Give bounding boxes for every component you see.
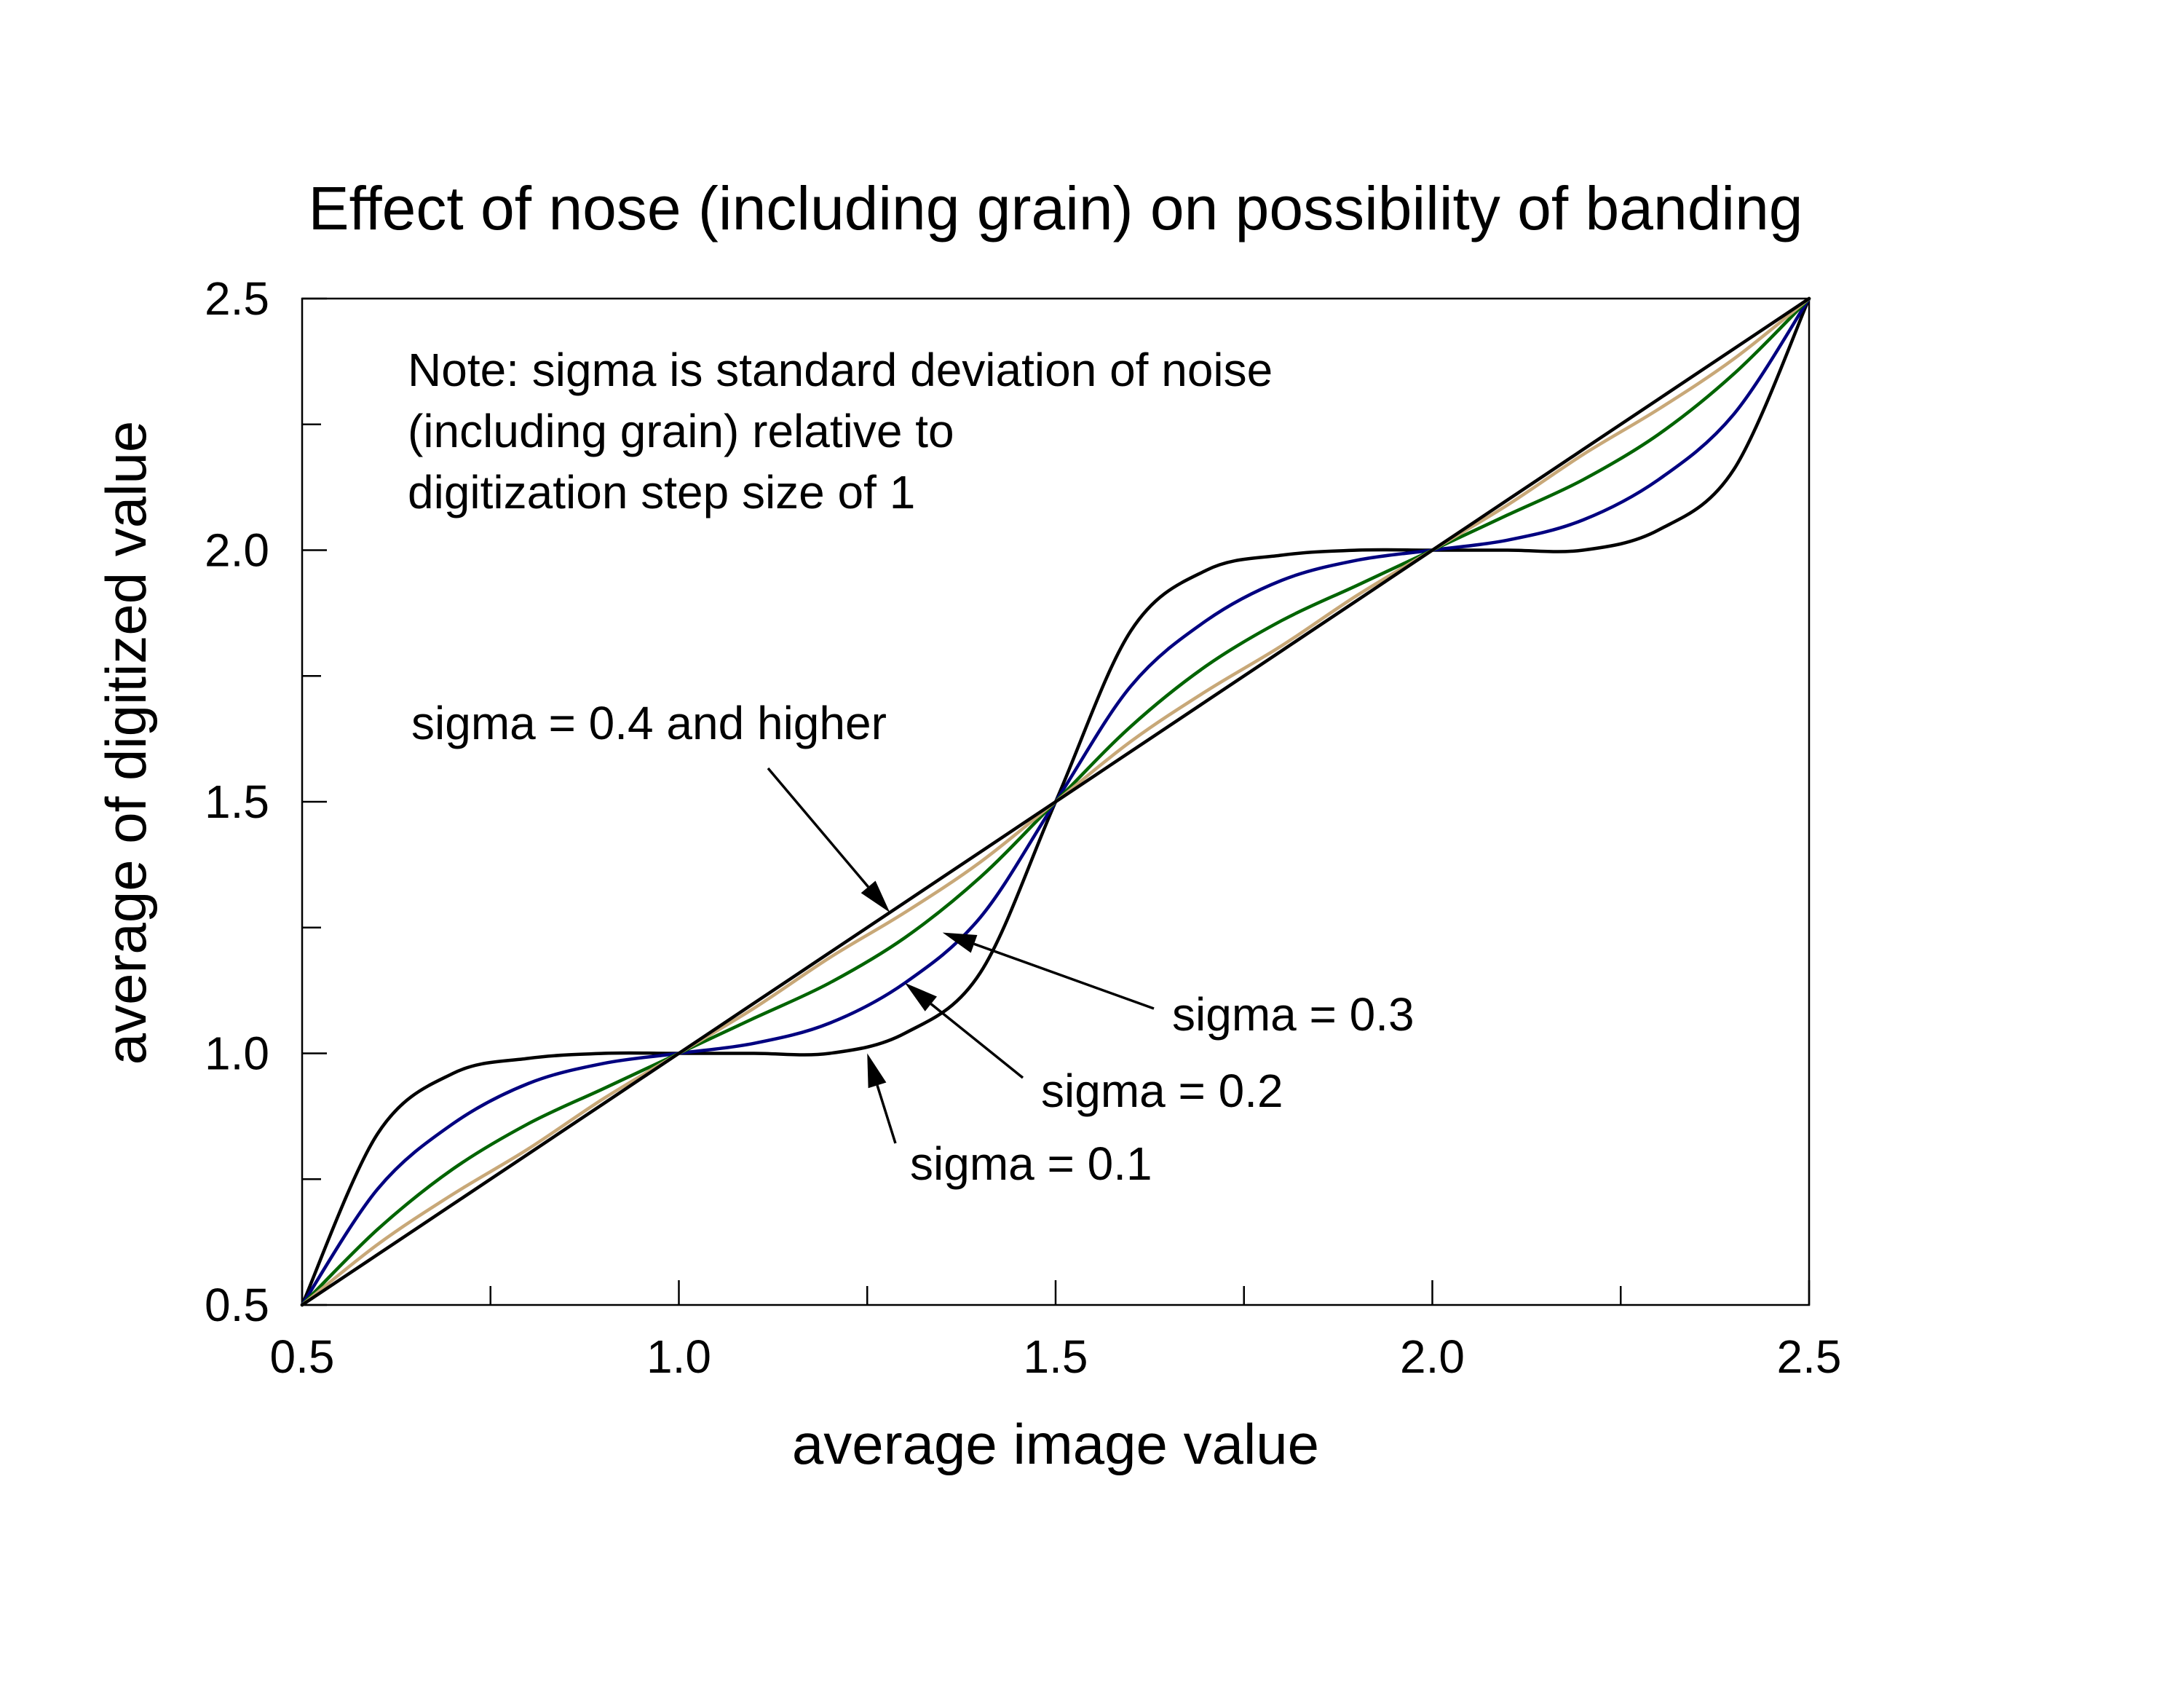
y-tick-label: 2.0 [205,524,269,577]
tick-labels: 0.5 1.0 1.5 2.0 2.5 0.5 1.0 1.5 2.0 2.5 [205,272,1841,1383]
series-line-5 [300,296,1811,1307]
annotation-sigma-0-4: sigma = 0.4 and higher [411,697,887,749]
tick-marks [301,297,1811,1306]
annotation-sigma-0-1: sigma = 0.1 [910,1137,1152,1190]
annotation-arrows [767,767,1155,1144]
arrow-head [942,932,978,953]
chart-title: Effect of nose (including grain) on poss… [308,174,1803,242]
x-tick-label: 1.5 [1024,1330,1088,1383]
y-tick-label: 2.5 [205,272,269,325]
note-line-3: digitization step size of 1 [408,466,915,518]
x-tick-label: 2.5 [1777,1330,1842,1383]
x-tick-label: 1.0 [646,1330,711,1383]
arrow-shaft [876,1084,897,1144]
annotation-sigma-0-2: sigma = 0.2 [1041,1065,1283,1117]
arrow-head [860,880,890,913]
x-axis-label: average image value [792,1412,1319,1476]
y-tick-label: 1.0 [205,1028,269,1080]
y-axis-label: average of digitized value [94,421,158,1065]
curves [300,296,1811,1307]
y-tick-label: 0.5 [205,1279,269,1331]
arrow-shaft [930,1003,1024,1079]
arrow-shaft [973,942,1155,1010]
y-tick-label: 1.5 [205,776,269,828]
note-line-1: Note: sigma is standard deviation of noi… [408,344,1273,396]
arrow-shaft [767,767,869,888]
x-tick-label: 2.0 [1400,1330,1465,1383]
arrow-head [905,982,937,1011]
note-text: Note: sigma is standard deviation of noi… [408,344,1286,518]
arrow-head [867,1053,887,1089]
note-line-2: (including grain) relative to [408,405,954,457]
annotation-sigma-0-3: sigma = 0.3 [1172,988,1415,1041]
x-tick-label: 0.5 [270,1330,335,1383]
